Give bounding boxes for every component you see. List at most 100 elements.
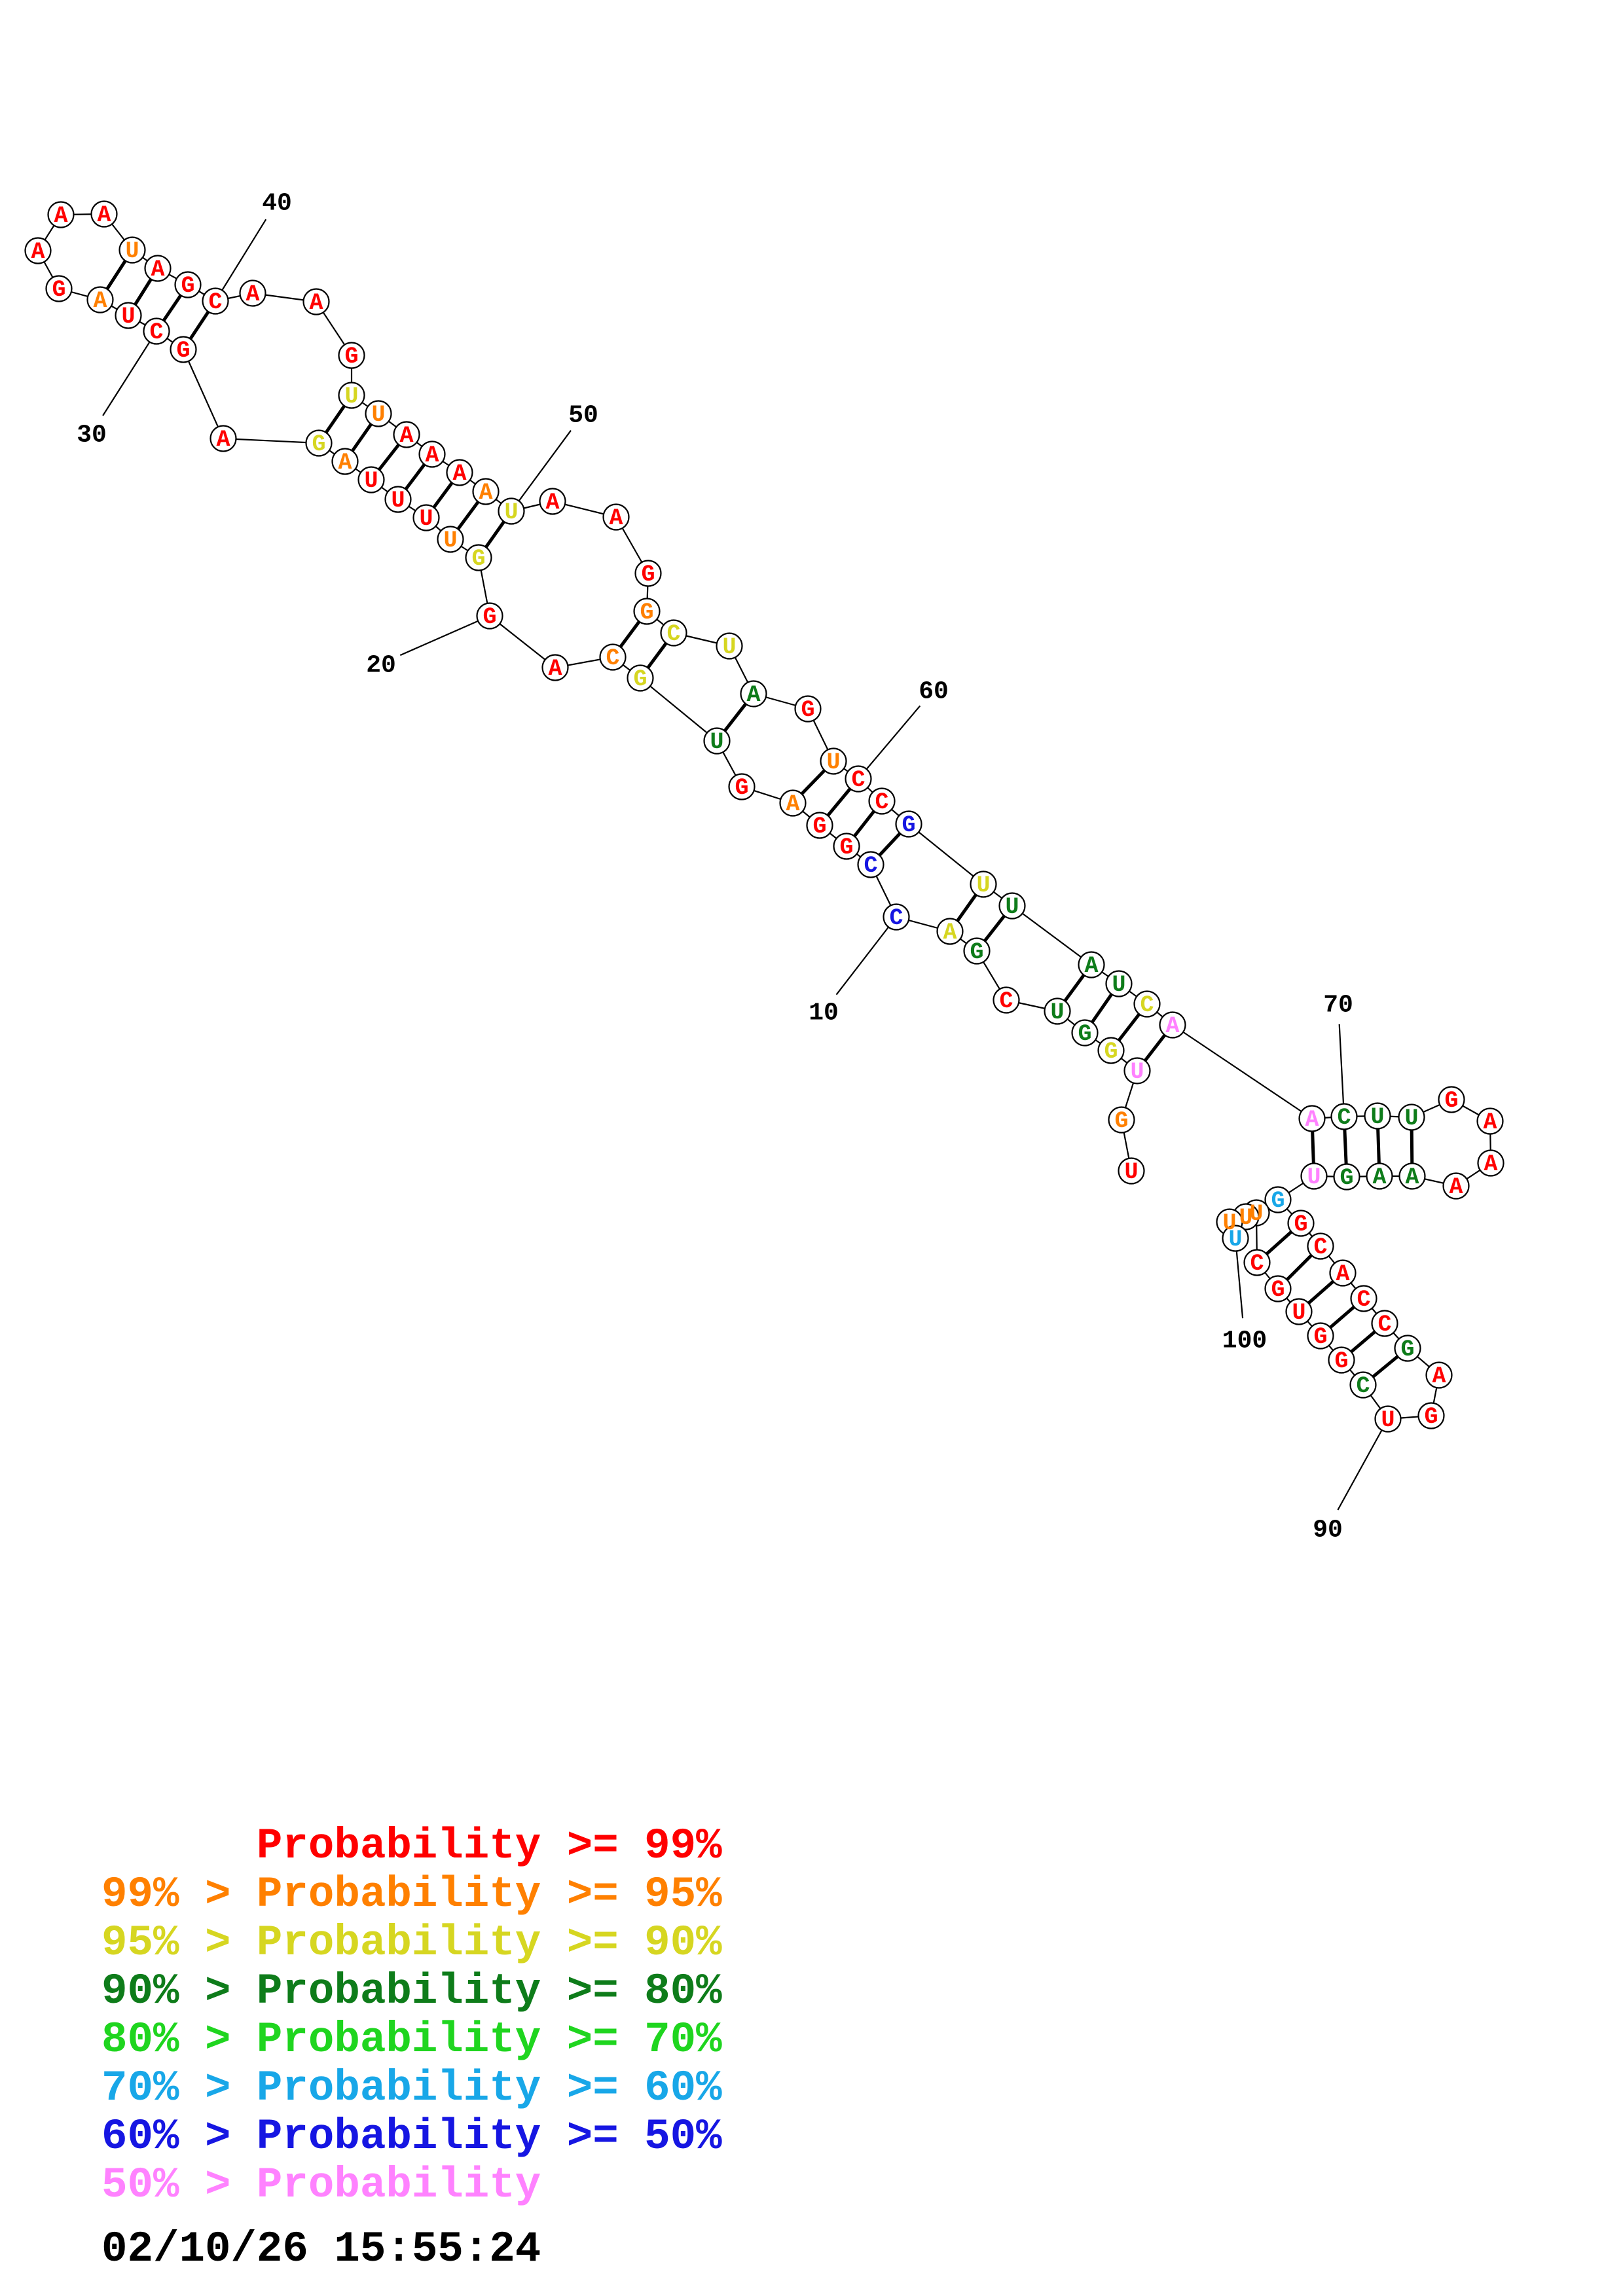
svg-text:G: G [902, 812, 915, 838]
svg-text:A: A [1305, 1107, 1319, 1133]
svg-text:100: 100 [1222, 1327, 1267, 1355]
svg-text:C: C [889, 905, 903, 931]
svg-text:70% > Probability >= 60%: 70% > Probability >= 60% [101, 2064, 722, 2113]
svg-text:U: U [1005, 894, 1019, 920]
svg-text:A: A [338, 450, 352, 476]
svg-text:A: A [1432, 1363, 1446, 1390]
svg-text:A: A [1484, 1151, 1497, 1177]
svg-text:G: G [176, 338, 190, 364]
svg-text:G: G [735, 775, 748, 801]
svg-text:U: U [1381, 1407, 1395, 1433]
svg-text:A: A [246, 281, 259, 308]
svg-text:C: C [1313, 1234, 1327, 1261]
svg-text:U: U [710, 729, 723, 755]
svg-text:G: G [1271, 1188, 1285, 1214]
svg-text:C: C [1337, 1105, 1351, 1131]
svg-text:C: C [1140, 992, 1154, 1018]
svg-text:A: A [1336, 1261, 1349, 1287]
svg-text:70: 70 [1323, 992, 1353, 1020]
svg-text:G: G [483, 604, 496, 630]
svg-text:A: A [479, 480, 492, 506]
svg-text:C: C [851, 767, 865, 793]
svg-text:60% > Probability >= 50%: 60% > Probability >= 50% [101, 2112, 722, 2161]
svg-text:G: G [812, 814, 826, 840]
svg-text:60: 60 [919, 678, 949, 706]
svg-text:20: 20 [366, 652, 396, 680]
svg-text:U: U [1112, 972, 1125, 998]
svg-text:U: U [1124, 1159, 1138, 1185]
svg-text:A: A [93, 288, 107, 314]
svg-text:A: A [1084, 953, 1098, 979]
svg-text:G: G [640, 600, 653, 626]
svg-text:C: C [1356, 1373, 1370, 1399]
svg-text:G: G [839, 834, 853, 861]
svg-text:U: U [1292, 1300, 1305, 1326]
svg-text:G: G [633, 666, 647, 692]
svg-text:G: G [181, 273, 194, 299]
svg-text:C: C [1250, 1251, 1264, 1277]
svg-text:A: A [31, 239, 45, 265]
svg-text:U: U [1370, 1104, 1384, 1130]
svg-text:U: U [504, 499, 518, 526]
svg-text:G: G [1294, 1211, 1307, 1238]
svg-text:U: U [1404, 1105, 1418, 1132]
svg-text:U: U [364, 468, 378, 494]
svg-text:A: A [548, 656, 562, 682]
svg-text:A: A [1372, 1164, 1386, 1191]
svg-text:A: A [452, 461, 466, 487]
svg-text:G: G [1334, 1348, 1348, 1374]
svg-text:A: A [97, 202, 111, 228]
svg-text:A: A [151, 257, 164, 283]
svg-text:C: C [1357, 1287, 1370, 1313]
svg-text:G: G [641, 562, 655, 588]
svg-text:10: 10 [809, 999, 839, 1028]
svg-text:G: G [471, 546, 485, 572]
svg-text:50% > Probability: 50% > Probability [101, 2161, 541, 2210]
svg-text:99% > Probability >= 95%: 99% > Probability >= 95% [101, 1870, 722, 1919]
svg-text:G: G [1444, 1088, 1458, 1114]
svg-text:U: U [1228, 1227, 1242, 1253]
svg-text:C: C [606, 645, 619, 672]
svg-text:C: C [149, 319, 163, 346]
svg-text:A: A [1483, 1109, 1497, 1136]
svg-text:G: G [1340, 1165, 1353, 1191]
svg-text:A: A [1165, 1013, 1179, 1039]
svg-text:C: C [875, 789, 888, 816]
svg-text:G: G [1271, 1277, 1285, 1303]
svg-text:U: U [1307, 1164, 1321, 1191]
svg-text:30: 30 [77, 422, 107, 450]
svg-text:U: U [371, 402, 385, 428]
svg-text:C: C [864, 853, 877, 879]
svg-text:U: U [722, 634, 736, 660]
svg-text:Probability >= 99%: Probability >= 99% [257, 1821, 722, 1871]
svg-text:U: U [344, 384, 358, 410]
svg-text:G: G [1400, 1336, 1414, 1363]
svg-text:90% > Probability >= 80%: 90% > Probability >= 80% [101, 1967, 722, 2016]
svg-text:U: U [121, 304, 135, 330]
svg-text:U: U [826, 749, 840, 776]
svg-text:U: U [1249, 1201, 1263, 1227]
svg-text:40: 40 [262, 190, 292, 218]
svg-text:C: C [666, 621, 680, 647]
svg-text:G: G [801, 697, 814, 723]
svg-text:U: U [419, 506, 433, 532]
svg-text:50: 50 [568, 402, 598, 430]
svg-text:A: A [545, 490, 559, 516]
svg-text:80% > Probability >= 70%: 80% > Probability >= 70% [101, 2015, 722, 2064]
svg-text:U: U [976, 872, 990, 899]
svg-text:A: A [54, 203, 67, 229]
svg-text:G: G [344, 344, 358, 370]
svg-text:A: A [746, 682, 760, 708]
svg-text:G: G [1104, 1039, 1118, 1065]
svg-text:G: G [1114, 1108, 1128, 1134]
svg-text:02/10/26 15:55:24: 02/10/26 15:55:24 [101, 2225, 541, 2274]
svg-text:C: C [999, 988, 1013, 1014]
svg-text:A: A [943, 920, 957, 946]
svg-text:U: U [1239, 1205, 1252, 1231]
svg-text:G: G [1424, 1404, 1438, 1430]
svg-text:A: A [1405, 1164, 1419, 1191]
svg-text:A: A [425, 442, 439, 469]
svg-text:A: A [309, 290, 323, 316]
svg-text:U: U [1050, 999, 1064, 1026]
svg-text:U: U [125, 238, 139, 264]
